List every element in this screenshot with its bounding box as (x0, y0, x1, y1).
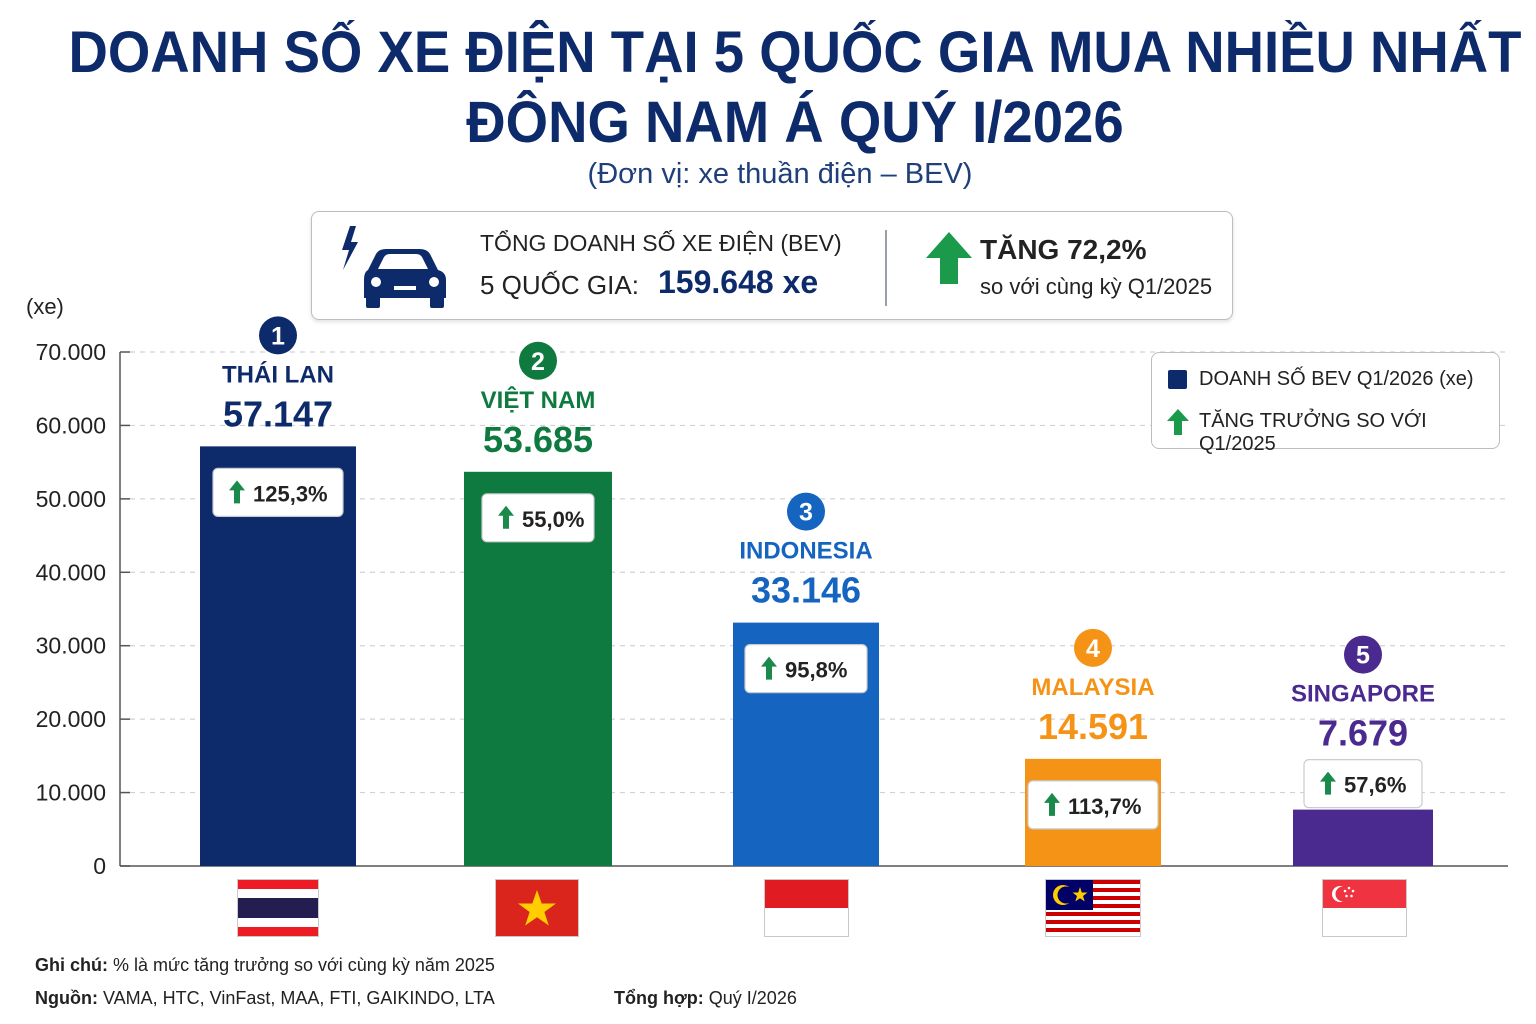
y-tick-label: 0 (93, 853, 106, 879)
value-label: 7.679 (1318, 713, 1408, 754)
rank-badge (1074, 628, 1112, 667)
y-tick-label: 60.000 (36, 412, 106, 438)
footer-note-text: % là mức tăng trưởng so với cùng kỳ năm … (113, 955, 495, 975)
growth-label: 113,7% (1068, 794, 1141, 819)
category-label: MALAYSIA (1031, 674, 1154, 701)
category-label: THÁI LAN (222, 360, 334, 388)
y-tick-label: 30.000 (36, 633, 106, 659)
y-tick-label: 40.000 (36, 559, 106, 585)
growth-label: 55,0% (522, 507, 584, 532)
singapore-flag (1323, 880, 1406, 936)
rank-badge (1344, 635, 1382, 674)
category-label: SINGAPORE (1291, 681, 1435, 708)
summary-growth-note: so với cùng kỳ Q1/2025 (980, 274, 1213, 299)
rank-badge (519, 341, 557, 380)
growth-label: 57,6% (1344, 773, 1406, 798)
growth-label: 125,3% (253, 481, 328, 506)
rank-badge (787, 492, 825, 531)
up-arrow-icon (1044, 792, 1060, 816)
electric-car-icon (342, 226, 446, 308)
summary-divider (885, 230, 887, 306)
up-arrow-icon (926, 232, 972, 284)
rank-number: 2 (531, 348, 545, 376)
growth-badge (212, 467, 344, 517)
footer-source: Nguồn: VAMA, HTC, VinFast, MAA, FTI, GAI… (35, 988, 495, 1009)
footer-note: Ghi chú: % là mức tăng trưởng so với cùn… (35, 955, 495, 976)
bar-5 (1293, 809, 1433, 866)
legend-sales-swatch (1168, 370, 1187, 389)
footer-note-label: Ghi chú: (35, 955, 108, 975)
summary-growth: TĂNG 72,2% (980, 234, 1147, 265)
y-tick-label: 70.000 (36, 339, 106, 365)
rank-number: 4 (1086, 635, 1100, 663)
summary-label-countries: 5 QUỐC GIA: (480, 270, 639, 300)
footer-compiled: Tổng hợp: Quý I/2026 (614, 988, 797, 1009)
chart-title-line1: DOANH SỐ XE ĐIỆN TẠI 5 QUỐC GIA MUA NHIỀ… (68, 20, 1522, 85)
y-tick-label: 50.000 (36, 486, 106, 512)
footer-compiled-text: Quý I/2026 (708, 988, 797, 1008)
rank-number: 5 (1356, 642, 1370, 670)
up-arrow-icon (229, 480, 245, 504)
category-label: VIỆT NAM (481, 386, 596, 414)
chart-title-line2: ĐÔNG NAM Á QUÝ I/2026 (466, 90, 1124, 155)
up-arrow-icon (761, 656, 777, 680)
rank-number: 1 (271, 322, 285, 350)
growth-badge (744, 644, 868, 694)
y-axis-unit: (xe) (26, 294, 64, 319)
growth-label: 95,8% (785, 658, 847, 683)
footer-source-text: VAMA, HTC, VinFast, MAA, FTI, GAIKINDO, … (103, 988, 495, 1008)
legend-sales-label: DOANH SỐ BEV Q1/2026 (xe) (1199, 368, 1474, 390)
value-label: 57.147 (223, 393, 333, 434)
up-arrow-icon (498, 505, 514, 529)
value-label: 14.591 (1038, 706, 1148, 747)
growth-badge (1027, 780, 1159, 830)
summary-label: TỔNG DOANH SỐ XE ĐIỆN (BEV) (480, 230, 842, 256)
y-tick-label: 20.000 (36, 706, 106, 732)
category-label: INDONESIA (739, 538, 872, 565)
value-label: 33.146 (751, 570, 861, 611)
legend-growth-label: TĂNG TRƯỞNG SO VỚI Q1/2025 (1199, 410, 1427, 455)
indonesia-flag (765, 880, 848, 936)
rank-badge (259, 316, 297, 355)
thailand-flag (238, 880, 318, 936)
summary-box: TỔNG DOANH SỐ XE ĐIỆN (BEV) 5 QUỐC GIA: … (311, 211, 1233, 320)
footer-compiled-label: Tổng hợp: (614, 988, 704, 1008)
growth-badge (1303, 759, 1423, 809)
value-label: 53.685 (483, 419, 593, 460)
rank-number: 3 (799, 499, 813, 527)
y-tick-label: 10.000 (36, 780, 106, 806)
chart-subtitle: (Đơn vị: xe thuần điện – BEV) (587, 158, 973, 190)
legend: DOANH SỐ BEV Q1/2026 (xe) TĂNG TRƯỞNG SO… (1151, 352, 1500, 455)
vietnam-flag (496, 880, 578, 936)
summary-total: 159.648 xe (658, 264, 819, 300)
growth-badge (481, 493, 595, 543)
up-arrow-icon (1167, 409, 1189, 435)
up-arrow-icon (1320, 771, 1336, 795)
footer-source-label: Nguồn: (35, 988, 98, 1008)
malaysia-flag (1046, 880, 1140, 936)
